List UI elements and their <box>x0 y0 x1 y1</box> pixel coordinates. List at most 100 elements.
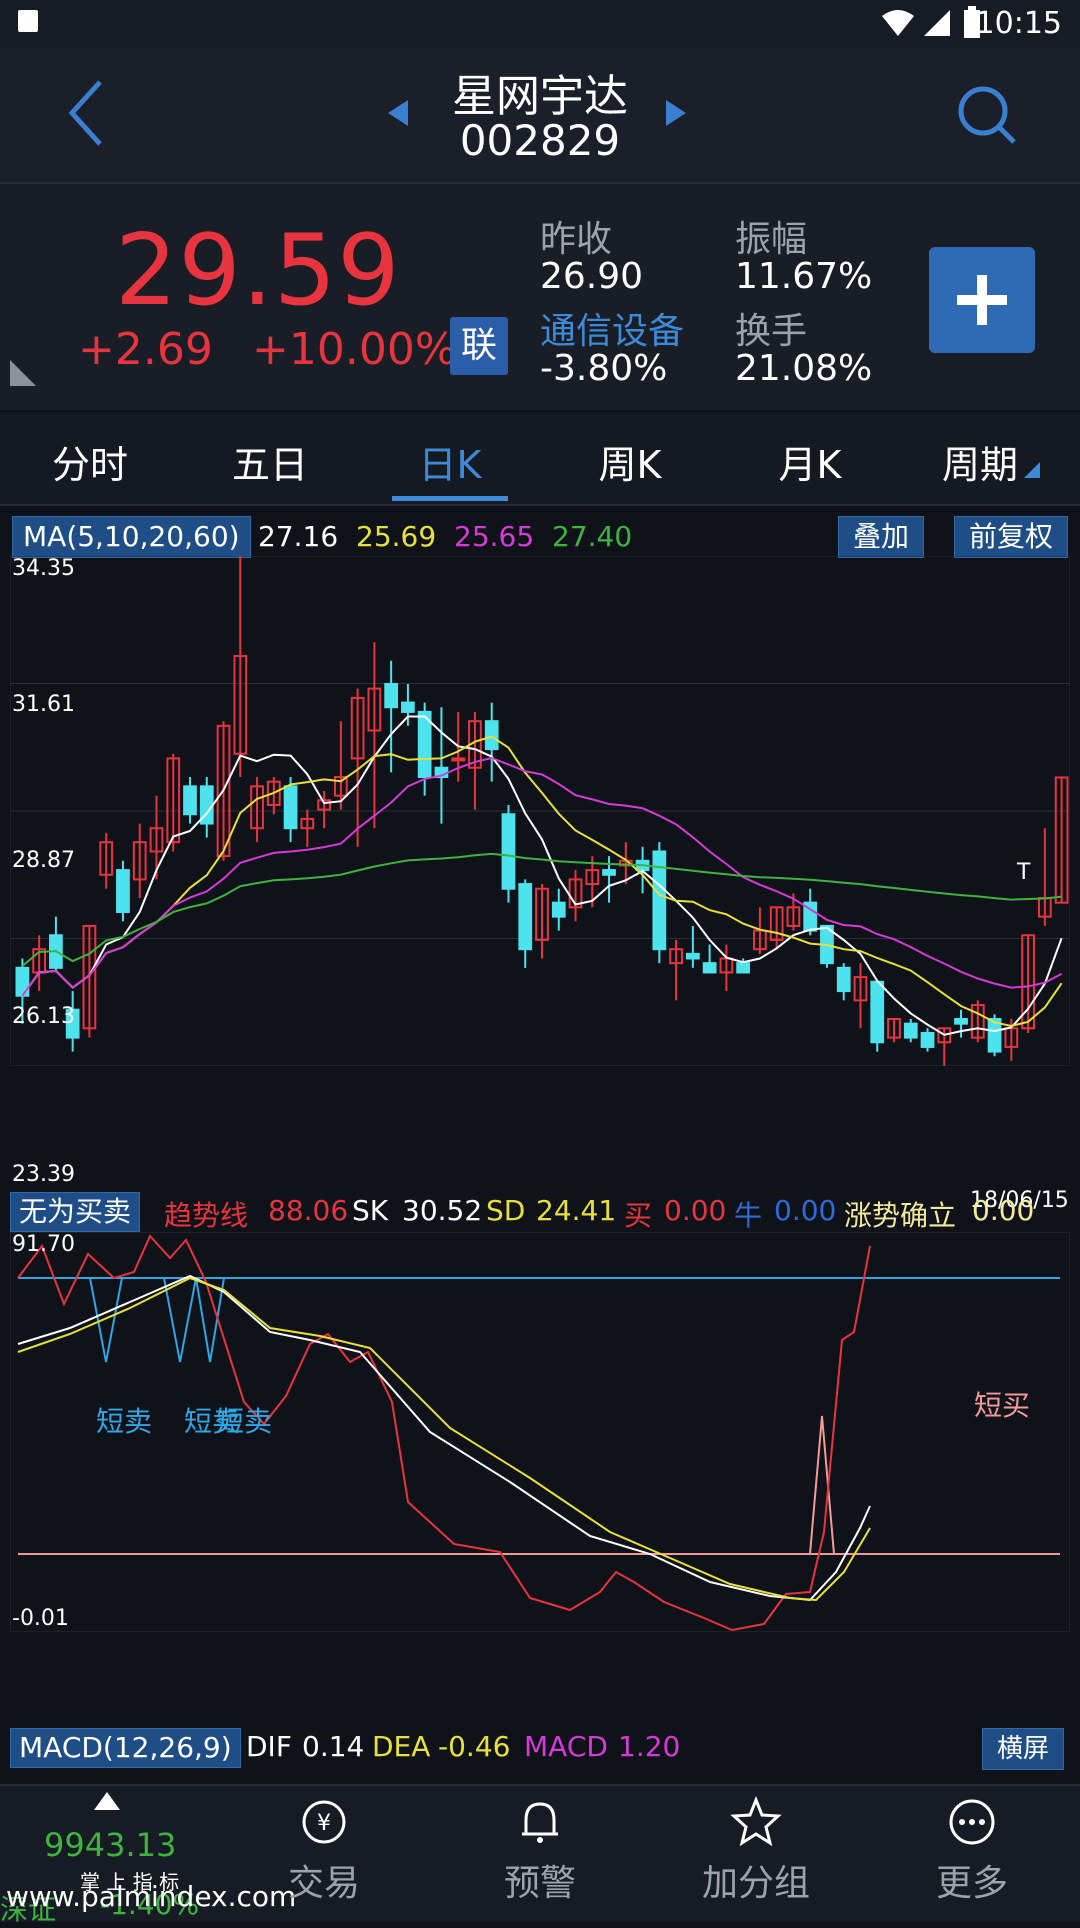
search-icon[interactable] <box>956 84 1020 148</box>
sell-signal: 短卖 <box>184 1405 241 1438</box>
candle-body <box>82 924 97 1030</box>
prev-stock-icon[interactable] <box>386 98 410 128</box>
candle-body <box>685 952 700 960</box>
star-icon <box>730 1796 782 1847</box>
macd-selector[interactable]: MACD(12,26,9) <box>10 1728 241 1768</box>
sell-signal: 短卖 <box>216 1405 273 1438</box>
indicator-selector[interactable]: 无为买卖 <box>10 1192 141 1232</box>
back-icon[interactable] <box>66 78 106 148</box>
dea-label: DEA <box>372 1730 431 1763</box>
nav-trade-label: 交易 <box>287 1863 360 1904</box>
ma20-line <box>21 756 1063 997</box>
candle-body <box>417 710 432 779</box>
period-tabs: 分时 五日 日K 周K 月K 周期 <box>0 412 1080 506</box>
index-value: 9943.13 <box>44 1826 177 1864</box>
indicator-chart[interactable] <box>10 1232 1070 1632</box>
ma-indicator-label[interactable]: MA(5,10,20,60) <box>12 516 251 558</box>
linked-badge[interactable]: 联 <box>450 317 508 375</box>
candle-body <box>602 869 616 876</box>
candle-body <box>317 799 331 811</box>
y-label-min: 23.39 <box>12 1162 75 1187</box>
candle-body <box>401 701 415 713</box>
candle-body <box>551 901 566 918</box>
corner-triangle-icon <box>10 360 36 386</box>
amplitude-value: 11.67% <box>735 256 873 297</box>
candle-body <box>535 887 549 941</box>
nav-trade[interactable]: ¥ 交易 <box>216 1796 432 1906</box>
candle-body <box>384 682 399 709</box>
candle-body <box>518 883 533 951</box>
candle-body <box>250 785 264 830</box>
tab-weekly-k[interactable]: 周K <box>598 443 662 487</box>
price-change: +2.69 <box>78 324 213 375</box>
candle-body <box>937 1027 952 1044</box>
landscape-button[interactable]: 横屏 <box>982 1728 1065 1770</box>
tab-intraday[interactable]: 分时 <box>51 443 128 487</box>
nav-more-label: 更多 <box>935 1863 1008 1904</box>
index-ticker[interactable]: 9943.13 掌 上 指 标 深证 -1.40% www.palmindex.… <box>0 1786 296 1926</box>
buy-signal: 短买 <box>974 1389 1031 1422</box>
nav-more[interactable]: 更多 <box>864 1796 1080 1906</box>
battery-icon <box>964 6 980 38</box>
add-watchlist-button[interactable] <box>929 247 1035 353</box>
rise-label: 涨势确立 <box>844 1199 957 1232</box>
stock-code: 002829 <box>459 116 621 165</box>
candle-body <box>266 780 281 806</box>
candle-body <box>166 757 181 844</box>
candle-body <box>99 841 114 876</box>
y-label-3: 28.87 <box>12 848 75 873</box>
chart-area: MA(5,10,20,60) 27.16 25.69 25.65 27.40 叠… <box>0 506 1080 1786</box>
buy-value: 0.00 <box>664 1194 727 1227</box>
nav-add-group[interactable]: 加分组 <box>648 1796 864 1906</box>
sd-line <box>17 1276 871 1602</box>
sd-value: 24.41 <box>536 1194 617 1227</box>
sector-link[interactable]: 通信设备 <box>540 311 685 352</box>
quote-panel: 29.59 +2.69 +10.00% 联 昨收 26.90 通信设备 -3.8… <box>0 184 1080 410</box>
tab-five-day[interactable]: 五日 <box>231 443 308 487</box>
candle-body <box>15 966 30 997</box>
turnover-label: 换手 <box>735 311 808 352</box>
candle-body <box>769 906 784 941</box>
bottom-nav: 9943.13 掌 上 指 标 深证 -1.40% www.palmindex.… <box>0 1784 1080 1926</box>
candle-body <box>283 785 298 830</box>
bull-value: 0.00 <box>774 1194 837 1227</box>
candle-body <box>786 906 801 927</box>
candle-body <box>836 966 851 993</box>
candle-body <box>65 1008 80 1039</box>
active-tab-indicator <box>392 496 508 501</box>
candle-body <box>216 724 231 858</box>
macd-label: MACD <box>524 1730 608 1763</box>
next-stock-icon[interactable] <box>664 98 688 128</box>
candle-body <box>451 757 466 762</box>
candle-body <box>954 1018 968 1025</box>
status-bar: 10:15 <box>0 0 1080 48</box>
candle-body <box>652 850 667 951</box>
candle-body <box>903 1022 918 1039</box>
bull-label: 牛 <box>734 1199 763 1232</box>
plus-icon <box>957 275 1007 325</box>
candle-body <box>233 655 248 755</box>
ma10-line <box>21 735 1063 1028</box>
overlay-button[interactable]: 叠加 <box>838 516 925 558</box>
candle-body <box>568 878 583 909</box>
ma10-value: 25.69 <box>356 520 437 553</box>
tab-daily-k[interactable]: 日K <box>418 443 482 487</box>
price-change-pct: +10.00% <box>252 324 457 375</box>
y-label-max: 34.35 <box>12 556 75 581</box>
prev-close-label: 昨收 <box>540 219 613 260</box>
ma5-line <box>21 715 1063 1036</box>
tab-monthly-k[interactable]: 月K <box>778 443 842 487</box>
candle-body <box>887 1018 901 1039</box>
more-icon <box>949 1799 995 1845</box>
turnover-value: 21.08% <box>735 348 873 389</box>
adjust-button[interactable]: 前复权 <box>954 516 1069 558</box>
nav-add-group-label: 加分组 <box>701 1863 810 1904</box>
candle-body <box>669 948 683 965</box>
stock-header: 星网宇达 002829 <box>0 48 1080 184</box>
kline-chart[interactable] <box>10 556 1070 1066</box>
candle-body <box>870 980 885 1044</box>
sk-value: 30.52 <box>402 1194 483 1227</box>
tab-period[interactable]: 周期 <box>941 443 1018 487</box>
nav-alert[interactable]: 预警 <box>432 1796 648 1906</box>
ma60-line <box>21 852 1062 967</box>
